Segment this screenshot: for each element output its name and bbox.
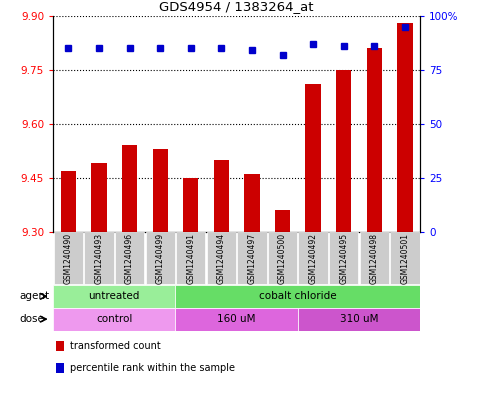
Bar xyxy=(298,232,328,285)
Text: cobalt chloride: cobalt chloride xyxy=(259,291,337,301)
Text: 310 uM: 310 uM xyxy=(340,314,378,324)
Bar xyxy=(54,232,83,285)
Bar xyxy=(175,308,298,331)
Text: GSM1240493: GSM1240493 xyxy=(95,233,103,284)
Bar xyxy=(305,84,321,232)
Bar xyxy=(61,171,76,232)
Bar xyxy=(360,232,389,285)
Text: GSM1240501: GSM1240501 xyxy=(400,233,410,284)
Text: GSM1240500: GSM1240500 xyxy=(278,233,287,284)
Bar xyxy=(85,232,114,285)
Bar xyxy=(213,160,229,232)
Bar xyxy=(53,308,175,331)
Title: GDS4954 / 1383264_at: GDS4954 / 1383264_at xyxy=(159,0,314,13)
Bar xyxy=(176,232,205,285)
Bar xyxy=(390,232,420,285)
Bar xyxy=(53,285,175,308)
Bar xyxy=(367,48,382,232)
Bar xyxy=(298,308,420,331)
Bar xyxy=(153,149,168,232)
Bar xyxy=(268,232,297,285)
Text: untreated: untreated xyxy=(88,291,140,301)
Bar xyxy=(145,232,175,285)
Bar xyxy=(397,23,412,232)
Bar xyxy=(329,232,358,285)
Text: GSM1240494: GSM1240494 xyxy=(217,233,226,284)
Text: GSM1240490: GSM1240490 xyxy=(64,233,73,284)
Bar xyxy=(91,163,107,232)
Text: GSM1240495: GSM1240495 xyxy=(339,233,348,284)
Bar xyxy=(237,232,267,285)
Bar xyxy=(244,174,260,232)
Text: 160 uM: 160 uM xyxy=(217,314,256,324)
Bar xyxy=(122,145,137,232)
Bar xyxy=(175,285,420,308)
Text: GSM1240492: GSM1240492 xyxy=(309,233,318,284)
Text: control: control xyxy=(96,314,132,324)
Text: transformed count: transformed count xyxy=(70,341,161,351)
Text: percentile rank within the sample: percentile rank within the sample xyxy=(70,363,235,373)
Bar xyxy=(275,210,290,232)
Text: GSM1240497: GSM1240497 xyxy=(247,233,256,284)
Bar xyxy=(336,70,352,232)
Text: GSM1240499: GSM1240499 xyxy=(156,233,165,284)
Text: GSM1240496: GSM1240496 xyxy=(125,233,134,284)
Text: GSM1240491: GSM1240491 xyxy=(186,233,195,284)
Bar xyxy=(115,232,144,285)
Text: agent: agent xyxy=(19,291,49,301)
Bar xyxy=(207,232,236,285)
Bar xyxy=(183,178,199,232)
Text: dose: dose xyxy=(19,314,44,324)
Text: GSM1240498: GSM1240498 xyxy=(370,233,379,284)
